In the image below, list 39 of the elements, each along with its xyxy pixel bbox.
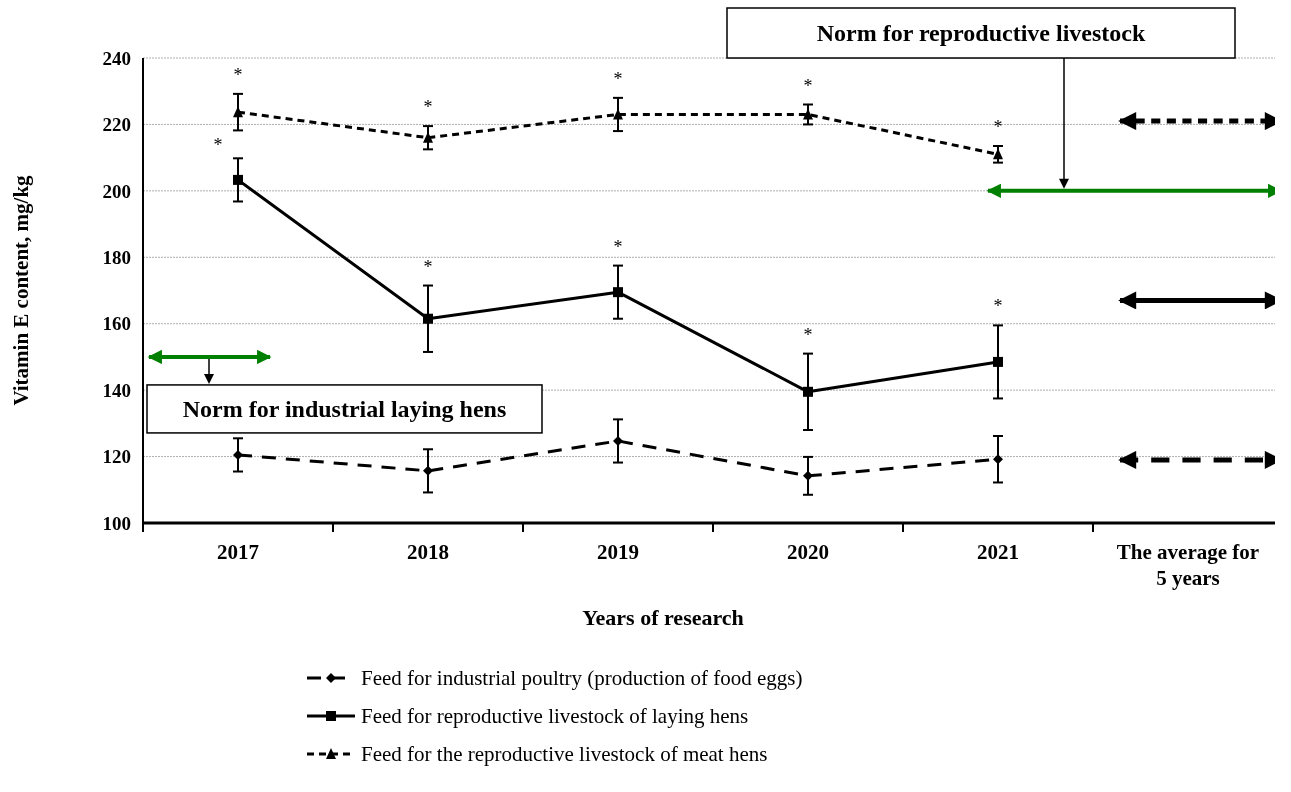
annotation: * xyxy=(993,117,1003,138)
point xyxy=(613,287,623,298)
y-tick-label: 120 xyxy=(102,446,131,468)
x-tick-label: 2017 xyxy=(217,540,259,564)
legend-label: Feed for the reproductive livestock of meat hens xyxy=(361,742,768,767)
y-tick-label: 240 xyxy=(102,47,131,69)
point xyxy=(233,174,243,185)
annotation: * xyxy=(613,236,623,257)
annotation: * xyxy=(803,324,813,345)
y-axis-title: Vitamin E content, mg/kg xyxy=(9,174,33,406)
annotation: * xyxy=(423,256,433,277)
ref-line-label: Norm for reproductive livestock xyxy=(816,20,1146,47)
annotation: * xyxy=(803,75,813,96)
x-tick-label: 2020 xyxy=(787,540,829,564)
point xyxy=(803,386,813,397)
point xyxy=(993,356,1003,367)
annotation: * xyxy=(423,97,433,118)
annotation: * xyxy=(993,296,1003,317)
point xyxy=(423,313,433,324)
y-tick-label: 180 xyxy=(102,246,131,268)
x-tick-label: 2018 xyxy=(407,540,449,564)
annotation: * xyxy=(613,68,623,89)
point xyxy=(423,465,433,476)
annotation: * xyxy=(233,64,243,85)
y-tick-label: 100 xyxy=(102,512,131,534)
legend-label: Feed for reproductive livestock of laying hens xyxy=(361,704,749,729)
legend-label: Feed for industrial poultry (production of food eggs) xyxy=(361,666,803,691)
y-tick-label: 160 xyxy=(102,313,131,335)
x-tick-label: 2021 xyxy=(977,540,1019,564)
annotation: * xyxy=(213,135,223,156)
x-tick-label: 2019 xyxy=(597,540,639,564)
point xyxy=(993,454,1003,465)
y-tick-label: 140 xyxy=(102,379,131,401)
x-tick-label: The average for 5 years xyxy=(1116,540,1260,590)
x-axis-title: Years of research xyxy=(582,605,744,630)
point xyxy=(803,470,813,481)
ref-line-label: Norm for industrial laying hens xyxy=(182,396,507,423)
y-tick-label: 200 xyxy=(102,180,131,202)
y-tick-label: 220 xyxy=(102,114,131,136)
